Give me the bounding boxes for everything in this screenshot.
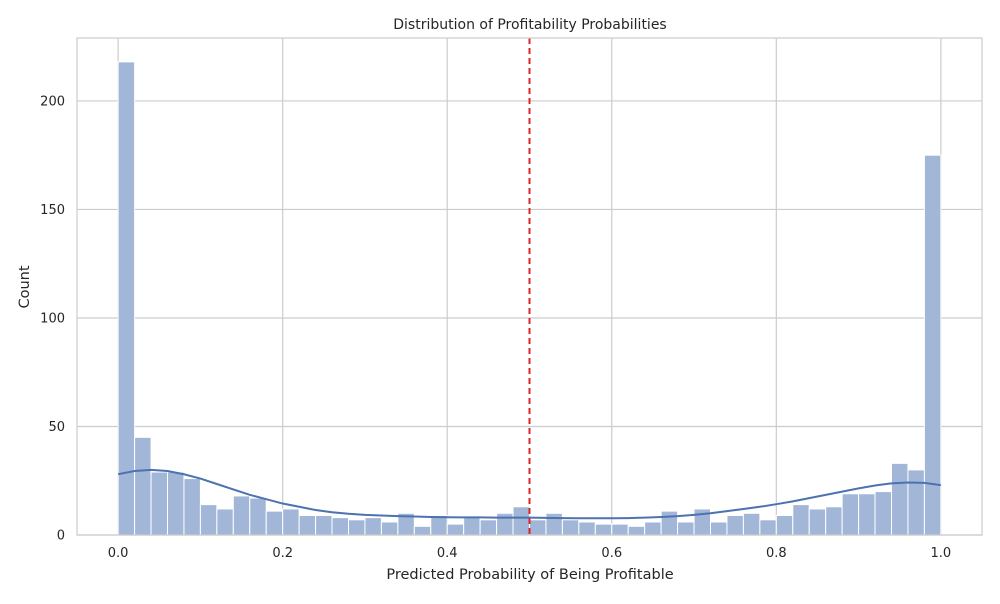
histogram-bar xyxy=(759,519,777,536)
histogram-bar xyxy=(364,517,382,536)
x-axis-label: Predicted Probability of Being Profitabl… xyxy=(386,567,673,583)
histogram-bar xyxy=(594,523,613,536)
histogram-bar xyxy=(627,525,646,536)
histogram-bar xyxy=(512,506,531,536)
histogram-bar xyxy=(199,504,218,536)
histogram-bar xyxy=(430,514,448,536)
x-tick-label: 1.0 xyxy=(931,546,952,561)
histogram-bar xyxy=(348,519,366,536)
histogram-bar xyxy=(923,154,942,536)
histogram-bar xyxy=(331,517,349,536)
histogram-bar xyxy=(660,510,679,536)
x-tick-label: 0.8 xyxy=(766,546,787,561)
histogram-bar xyxy=(265,510,284,536)
histogram-bar xyxy=(380,521,399,536)
histogram-bar xyxy=(529,519,547,536)
kde-layer xyxy=(117,468,941,520)
kde-curve xyxy=(117,468,941,520)
histogram-bar xyxy=(315,514,333,536)
x-tick-label: 0.4 xyxy=(437,546,458,561)
frame-layer xyxy=(76,37,983,536)
histogram-bar xyxy=(496,512,514,536)
histogram-bar xyxy=(282,508,300,536)
histogram-bar xyxy=(413,525,432,536)
histogram-bar xyxy=(726,514,744,536)
histogram-bar xyxy=(808,508,827,536)
histogram-bar xyxy=(150,471,169,536)
x-tick-label: 0.2 xyxy=(272,546,293,561)
histogram-bar xyxy=(644,521,662,536)
y-tick-label: 50 xyxy=(48,420,65,435)
y-tick-label: 200 xyxy=(40,94,65,109)
histogram-bar xyxy=(134,436,152,536)
y-tick-label: 0 xyxy=(57,529,65,544)
histogram-bar xyxy=(298,514,317,536)
histogram-bar xyxy=(479,519,498,536)
histogram-bar xyxy=(677,521,695,536)
histogram-bar xyxy=(907,469,925,536)
histogram-bar xyxy=(891,462,909,536)
histogram-bar xyxy=(775,514,794,536)
histogram-bar xyxy=(183,478,201,536)
histogram-bar xyxy=(167,471,185,536)
tick-layer: 0.0 0.2 0.4 0.6 0.8 1.0 0 50 100 150 200 xyxy=(40,94,951,561)
x-tick-label: 0.0 xyxy=(108,546,129,561)
y-tick-label: 150 xyxy=(40,203,65,218)
y-tick-label: 100 xyxy=(40,311,65,326)
histogram-bar xyxy=(874,491,893,536)
histogram-bar xyxy=(446,523,465,536)
bars-layer xyxy=(117,61,942,536)
x-tick-label: 0.6 xyxy=(601,546,622,561)
histogram-bar xyxy=(117,61,136,536)
histogram-bar xyxy=(841,493,860,536)
histogram-bar xyxy=(578,521,596,536)
plot-frame xyxy=(76,37,983,536)
histogram-bar xyxy=(825,506,843,536)
histogram-bar xyxy=(792,504,810,536)
histogram-bar xyxy=(463,517,481,536)
histogram-bar xyxy=(611,523,629,536)
histogram-bar xyxy=(742,512,761,536)
histogram-bar xyxy=(561,519,580,536)
histogram-bar xyxy=(232,495,251,536)
histogram-bar xyxy=(249,497,267,536)
chart-title: Distribution of Profitability Probabilit… xyxy=(393,17,666,33)
histogram-bar xyxy=(858,493,876,536)
y-axis-label: Count xyxy=(17,265,33,308)
histogram-bar xyxy=(545,512,563,536)
histogram-bar xyxy=(710,521,728,536)
histogram-bar xyxy=(216,508,234,536)
